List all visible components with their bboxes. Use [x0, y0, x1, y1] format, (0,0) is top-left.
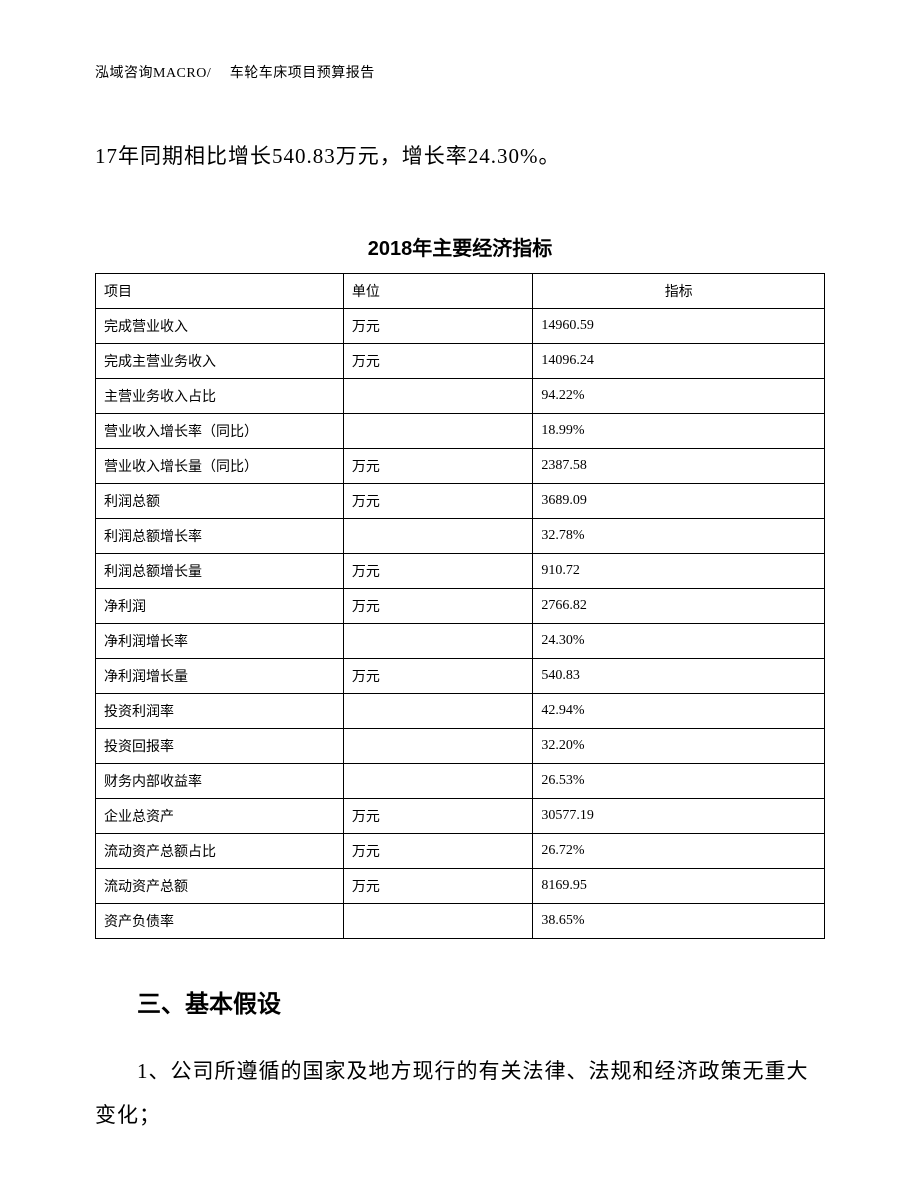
table-cell: 万元 [343, 868, 533, 903]
table-cell [343, 763, 533, 798]
table-row: 投资回报率 32.20% [96, 728, 825, 763]
table-row: 营业收入增长量（同比）万元2387.58 [96, 448, 825, 483]
table-row: 企业总资产万元30577.19 [96, 798, 825, 833]
table-cell: 910.72 [533, 553, 825, 588]
table-header-cell: 单位 [343, 273, 533, 308]
table-row: 营业收入增长率（同比） 18.99% [96, 413, 825, 448]
table-cell: 企业总资产 [96, 798, 344, 833]
document-page: 泓域咨询MACRO/ 车轮车床项目预算报告 17年同期相比增长540.83万元，… [0, 0, 920, 1197]
table-cell: 24.30% [533, 623, 825, 658]
table-cell: 38.65% [533, 903, 825, 938]
table-cell [343, 378, 533, 413]
table-cell: 财务内部收益率 [96, 763, 344, 798]
page-header: 泓域咨询MACRO/ 车轮车床项目预算报告 [95, 62, 825, 82]
table-cell: 32.78% [533, 518, 825, 553]
table-cell: 18.99% [533, 413, 825, 448]
table-row: 流动资产总额占比万元26.72% [96, 833, 825, 868]
table-row: 净利润增长率 24.30% [96, 623, 825, 658]
table-cell: 42.94% [533, 693, 825, 728]
table-cell: 万元 [343, 448, 533, 483]
table-cell: 万元 [343, 798, 533, 833]
table-cell: 26.72% [533, 833, 825, 868]
table-row: 净利润万元2766.82 [96, 588, 825, 623]
table-cell: 2766.82 [533, 588, 825, 623]
table-row: 利润总额增长率 32.78% [96, 518, 825, 553]
table-cell: 净利润增长率 [96, 623, 344, 658]
table-cell: 14960.59 [533, 308, 825, 343]
table-cell: 营业收入增长率（同比） [96, 413, 344, 448]
table-header-cell: 项目 [96, 273, 344, 308]
table-cell: 8169.95 [533, 868, 825, 903]
table-cell: 流动资产总额占比 [96, 833, 344, 868]
table-cell: 2387.58 [533, 448, 825, 483]
table-cell: 投资利润率 [96, 693, 344, 728]
table-cell: 完成主营业务收入 [96, 343, 344, 378]
table-cell: 3689.09 [533, 483, 825, 518]
table-row: 流动资产总额万元8169.95 [96, 868, 825, 903]
table-cell: 万元 [343, 483, 533, 518]
table-header-cell: 指标 [533, 273, 825, 308]
table-cell: 26.53% [533, 763, 825, 798]
section-heading: 三、基本假设 [95, 984, 825, 1019]
table-cell: 利润总额增长率 [96, 518, 344, 553]
table-row: 完成营业收入万元14960.59 [96, 308, 825, 343]
table-cell [343, 693, 533, 728]
table-cell [343, 623, 533, 658]
table-row: 净利润增长量万元540.83 [96, 658, 825, 693]
table-row: 完成主营业务收入万元14096.24 [96, 343, 825, 378]
table-cell: 净利润 [96, 588, 344, 623]
table-header-row: 项目 单位 指标 [96, 273, 825, 308]
table-cell: 流动资产总额 [96, 868, 344, 903]
table-cell: 利润总额 [96, 483, 344, 518]
table-cell: 540.83 [533, 658, 825, 693]
table-row: 投资利润率 42.94% [96, 693, 825, 728]
table-cell: 万元 [343, 308, 533, 343]
table-cell: 14096.24 [533, 343, 825, 378]
table-body: 完成营业收入万元14960.59完成主营业务收入万元14096.24主营业务收入… [96, 308, 825, 938]
lead-paragraph: 17年同期相比增长540.83万元，增长率24.30%。 [95, 137, 825, 177]
table-cell [343, 903, 533, 938]
table-cell: 完成营业收入 [96, 308, 344, 343]
table-cell: 利润总额增长量 [96, 553, 344, 588]
table-cell: 资产负债率 [96, 903, 344, 938]
table-row: 利润总额万元3689.09 [96, 483, 825, 518]
table-cell: 万元 [343, 553, 533, 588]
table-title: 2018年主要经济指标 [95, 232, 825, 261]
table-cell: 万元 [343, 658, 533, 693]
table-cell: 营业收入增长量（同比） [96, 448, 344, 483]
table-cell [343, 413, 533, 448]
table-cell: 万元 [343, 833, 533, 868]
table-cell: 万元 [343, 343, 533, 378]
table-cell: 30577.19 [533, 798, 825, 833]
table-row: 财务内部收益率 26.53% [96, 763, 825, 798]
table-row: 利润总额增长量万元910.72 [96, 553, 825, 588]
table-cell: 94.22% [533, 378, 825, 413]
table-row: 资产负债率 38.65% [96, 903, 825, 938]
body-paragraph: 1、公司所遵循的国家及地方现行的有关法律、法规和经济政策无重大变化； [95, 1049, 825, 1137]
table-row: 主营业务收入占比 94.22% [96, 378, 825, 413]
table-cell: 净利润增长量 [96, 658, 344, 693]
table-cell: 投资回报率 [96, 728, 344, 763]
table-cell: 主营业务收入占比 [96, 378, 344, 413]
table-cell [343, 518, 533, 553]
table-cell: 万元 [343, 588, 533, 623]
table-cell: 32.20% [533, 728, 825, 763]
table-cell [343, 728, 533, 763]
indicators-table: 项目 单位 指标 完成营业收入万元14960.59完成主营业务收入万元14096… [95, 273, 825, 939]
